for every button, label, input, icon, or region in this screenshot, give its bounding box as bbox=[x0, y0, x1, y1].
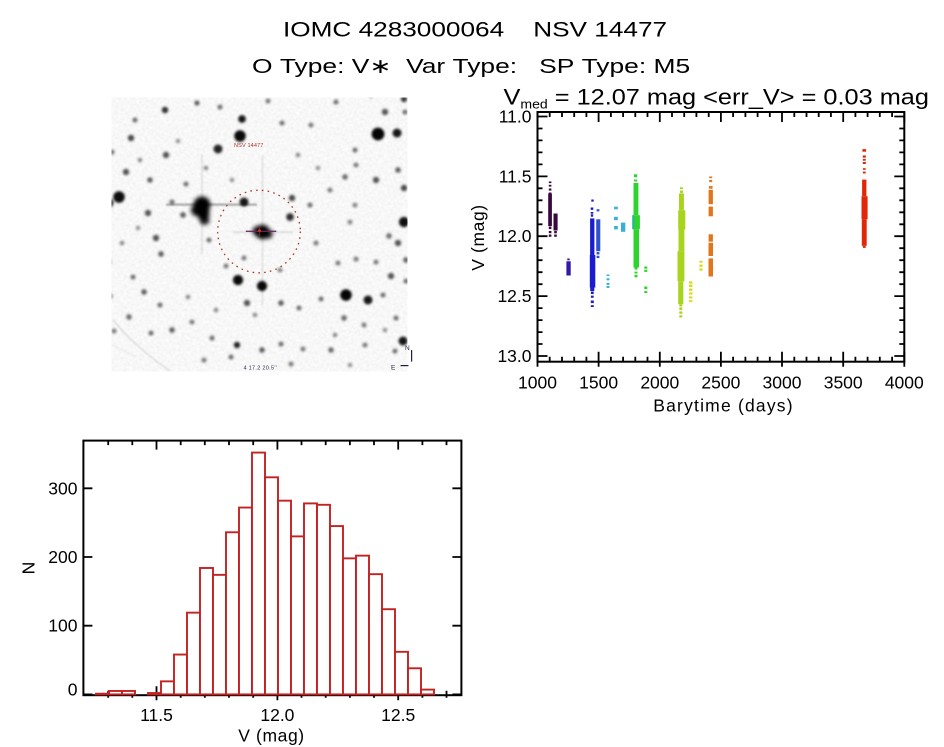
svg-text:11.5: 11.5 bbox=[499, 166, 532, 186]
svg-text:12.0: 12.0 bbox=[497, 226, 531, 246]
svg-text:N: N bbox=[19, 562, 39, 575]
svg-text:4 17.2 20.5'': 4 17.2 20.5'' bbox=[244, 366, 278, 372]
svg-text:1000: 1000 bbox=[518, 373, 557, 393]
svg-text:V (mag): V (mag) bbox=[468, 204, 488, 270]
svg-text:3000: 3000 bbox=[763, 373, 802, 393]
svg-text:11.5: 11.5 bbox=[140, 705, 173, 725]
svg-text:100: 100 bbox=[48, 616, 77, 636]
svg-text:11.0: 11.0 bbox=[499, 107, 532, 127]
svg-text:O Type: V∗ Var Type: SP Typ: O Type: V∗ Var Type: SP Type: M5 bbox=[252, 56, 690, 79]
svg-text:12.5: 12.5 bbox=[497, 286, 531, 306]
svg-text:3500: 3500 bbox=[824, 373, 863, 393]
svg-text:2500: 2500 bbox=[701, 373, 740, 393]
svg-text:1500: 1500 bbox=[579, 373, 618, 393]
svg-text:12.0: 12.0 bbox=[260, 705, 294, 725]
svg-text:NSV 14477: NSV 14477 bbox=[234, 143, 264, 149]
svg-text:12.5: 12.5 bbox=[381, 705, 415, 725]
svg-text:POSS II/UKSTU Red: POSS II/UKSTU Red bbox=[104, 93, 161, 99]
svg-text:E: E bbox=[391, 365, 396, 372]
svg-text:200: 200 bbox=[48, 547, 77, 567]
svg-text:IOMC 4283000064 NSV 14477: IOMC 4283000064 NSV 14477 bbox=[283, 19, 667, 42]
svg-text:2000: 2000 bbox=[640, 373, 679, 393]
svg-text:13.0: 13.0 bbox=[497, 346, 531, 366]
svg-text:V (mag): V (mag) bbox=[238, 726, 304, 746]
svg-text:4000: 4000 bbox=[885, 373, 924, 393]
svg-text:Barytime (days): Barytime (days) bbox=[653, 396, 794, 416]
svg-text:Vmed = 12.07 mag <err_V> = 0.0: Vmed = 12.07 mag <err_V> = 0.03 mag bbox=[504, 85, 929, 112]
svg-text:N: N bbox=[405, 345, 410, 352]
svg-text:300: 300 bbox=[48, 478, 77, 498]
svg-text:0: 0 bbox=[68, 680, 78, 700]
